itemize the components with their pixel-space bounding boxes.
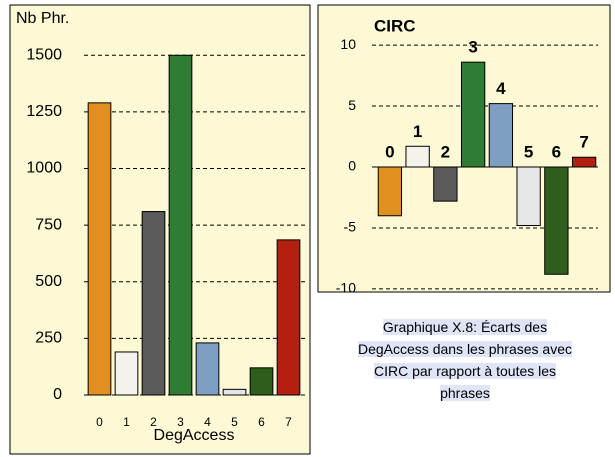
bar xyxy=(377,166,403,217)
y-tick-label: 1500 xyxy=(26,47,62,64)
bar xyxy=(516,166,541,227)
y-tick-label: 10 xyxy=(340,36,356,52)
bar-category-label: 4 xyxy=(496,79,506,98)
chart-title: CIRC xyxy=(374,16,416,35)
bar xyxy=(544,166,569,275)
y-tick-label: 500 xyxy=(35,273,62,290)
bar xyxy=(168,54,193,396)
y-tick-label: -10 xyxy=(336,280,356,296)
bar-category-label: 0 xyxy=(385,142,394,161)
bar xyxy=(276,239,301,396)
y-tick-label: 1000 xyxy=(26,160,62,177)
y-tick-label: 5 xyxy=(348,97,356,113)
bar xyxy=(460,61,486,168)
x-axis-label: DegAccess xyxy=(154,427,235,444)
bar xyxy=(114,351,139,396)
x-tick-label: 0 xyxy=(96,415,103,429)
caption-text: Graphique X.8: Écarts des DegAccess dans… xyxy=(358,319,572,401)
bar xyxy=(141,211,166,396)
x-tick-label: 6 xyxy=(258,415,265,429)
x-tick-label: 5 xyxy=(231,415,238,429)
x-tick-label: 4 xyxy=(204,415,211,429)
x-tick-label: 7 xyxy=(285,415,292,429)
bar xyxy=(488,103,514,168)
y-axis-label: Nb Phr. xyxy=(16,10,69,27)
y-tick-label: 0 xyxy=(53,386,62,403)
bar xyxy=(195,342,220,396)
x-tick-label: 1 xyxy=(123,415,130,429)
bar-category-label: 3 xyxy=(468,38,477,57)
bar-category-label: 5 xyxy=(524,142,533,161)
x-tick-label: 2 xyxy=(150,415,157,429)
bar xyxy=(87,102,112,396)
bar-category-label: 7 xyxy=(579,133,588,152)
y-tick-label: 250 xyxy=(35,330,62,347)
bar-category-label: 2 xyxy=(441,142,450,161)
bar xyxy=(405,145,430,168)
y-tick-label: 750 xyxy=(35,216,62,233)
bar xyxy=(222,388,247,396)
bar-category-label: 1 xyxy=(413,122,422,141)
caption: Graphique X.8: Écarts des DegAccess dans… xyxy=(355,316,575,404)
bar xyxy=(249,367,274,396)
bar xyxy=(571,156,597,168)
y-tick-label: 1250 xyxy=(26,103,62,120)
y-tick-label: 0 xyxy=(348,158,356,174)
y-tick-label: -5 xyxy=(344,219,357,235)
bar-category-label: 6 xyxy=(552,142,561,161)
x-tick-label: 3 xyxy=(177,415,184,429)
bar xyxy=(433,166,458,202)
